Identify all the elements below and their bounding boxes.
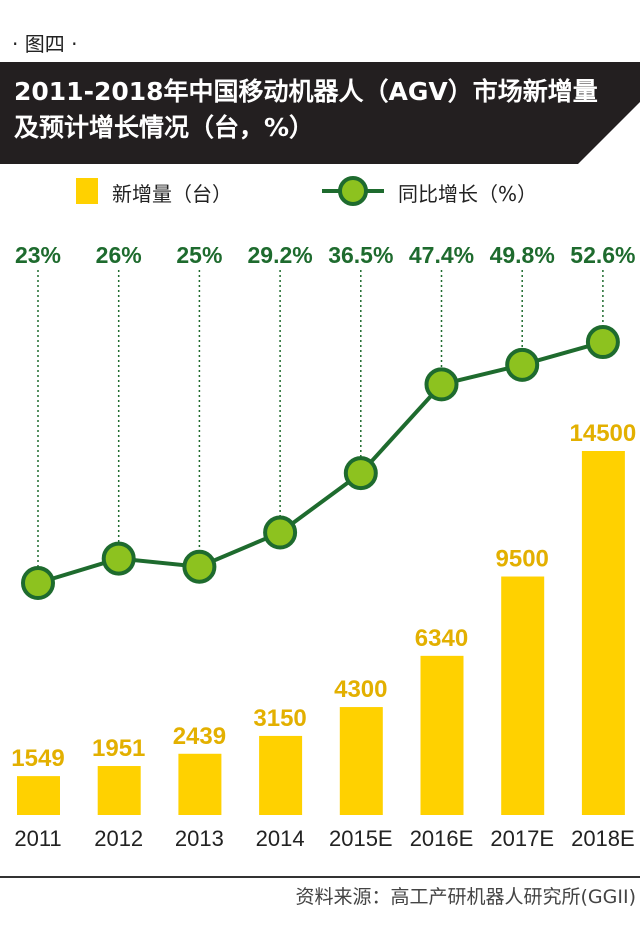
pct-label: 36.5% — [328, 242, 393, 268]
bar-2017E — [501, 576, 545, 815]
bar-value-label: 3150 — [253, 705, 306, 732]
growth-marker-2011 — [21, 566, 55, 600]
bar-2014 — [259, 735, 303, 815]
pct-label: 49.8% — [490, 242, 555, 268]
growth-marker-2017E — [505, 347, 540, 382]
legend-bar-swatch — [76, 178, 98, 204]
bar-value-label: 9500 — [496, 546, 549, 573]
x-tick-label: 2013 — [175, 826, 224, 851]
bar-value-label: 1549 — [11, 745, 64, 772]
bar-value-label: 6340 — [415, 625, 468, 652]
chart-title: 2011-2018年中国移动机器人（AGV）市场新增量及预计增长情况（台，%） — [14, 77, 598, 142]
pct-label: 52.6% — [570, 242, 635, 268]
x-tick-label: 2017E — [490, 826, 554, 851]
bar-value-label: 2439 — [173, 723, 226, 750]
pct-label: 29.2% — [247, 242, 312, 268]
growth-marker-2013 — [182, 549, 217, 584]
x-tick-label: 2012 — [94, 826, 143, 851]
figure-label: · 图四 · — [12, 32, 78, 56]
pct-label: 47.4% — [409, 242, 474, 268]
bar-value-label: 14500 — [570, 420, 637, 447]
growth-marker-2016E — [424, 367, 459, 402]
bar-2012 — [97, 766, 141, 815]
legend-bar-label: 新增量（台） — [112, 182, 232, 206]
legend-line-label: 同比增长（%） — [398, 182, 538, 206]
x-tick-label: 2018E — [571, 826, 635, 851]
plot-area: 1549 2011 23% 1951 2012 26% 2439 2013 25% 3150 201… — [11, 242, 637, 851]
bar-value-label: 1951 — [92, 735, 145, 762]
bar-2011 — [17, 776, 60, 815]
x-tick-label: 2015E — [329, 826, 393, 851]
growth-marker-2014 — [263, 515, 298, 550]
x-tick-label: 2011 — [14, 826, 61, 851]
source-note: 资料来源：高工产研机器人研究所(GGII) — [295, 886, 636, 908]
bar-2018E — [581, 451, 625, 815]
source-divider — [0, 876, 640, 878]
pct-label: 26% — [96, 242, 142, 268]
pct-label: 25% — [176, 242, 222, 268]
bar-2013 — [178, 753, 222, 815]
bar-2016E — [420, 655, 464, 815]
legend-line-icon — [322, 176, 384, 206]
bar-2015E — [339, 707, 383, 815]
title-banner — [0, 62, 640, 164]
x-tick-label: 2014 — [256, 826, 305, 851]
x-tick-label: 2016E — [410, 826, 474, 851]
bar-value-label: 4300 — [334, 676, 387, 703]
legend: 新增量（台） 同比增长（%） — [0, 172, 640, 212]
growth-marker-2012 — [101, 541, 136, 576]
pct-label: 23% — [15, 242, 61, 268]
growth-marker-2015E — [343, 456, 378, 491]
growth-marker-2018E — [585, 325, 620, 360]
